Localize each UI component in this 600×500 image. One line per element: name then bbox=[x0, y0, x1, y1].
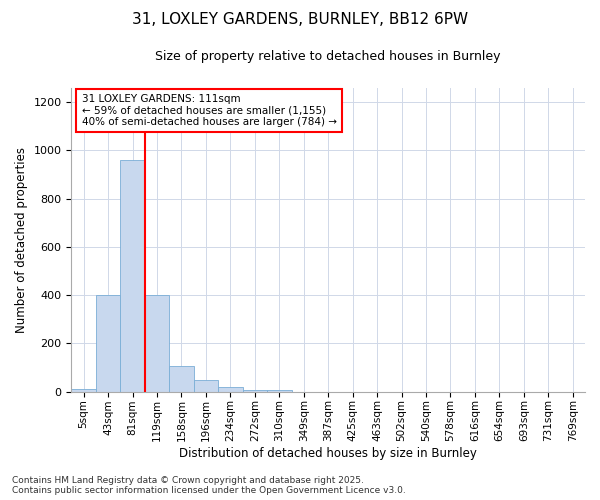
Title: Size of property relative to detached houses in Burnley: Size of property relative to detached ho… bbox=[155, 50, 501, 63]
Bar bbox=[242, 390, 267, 392]
Text: Contains HM Land Registry data © Crown copyright and database right 2025.
Contai: Contains HM Land Registry data © Crown c… bbox=[12, 476, 406, 495]
Bar bbox=[121, 160, 145, 392]
Bar bbox=[96, 295, 121, 392]
Bar bbox=[194, 380, 218, 392]
Bar bbox=[169, 366, 194, 392]
Text: 31 LOXLEY GARDENS: 111sqm
← 59% of detached houses are smaller (1,155)
40% of se: 31 LOXLEY GARDENS: 111sqm ← 59% of detac… bbox=[82, 94, 337, 127]
Y-axis label: Number of detached properties: Number of detached properties bbox=[15, 146, 28, 332]
Text: 31, LOXLEY GARDENS, BURNLEY, BB12 6PW: 31, LOXLEY GARDENS, BURNLEY, BB12 6PW bbox=[132, 12, 468, 28]
Bar bbox=[218, 387, 242, 392]
Bar bbox=[145, 295, 169, 392]
Bar bbox=[267, 390, 292, 392]
X-axis label: Distribution of detached houses by size in Burnley: Distribution of detached houses by size … bbox=[179, 447, 477, 460]
Bar bbox=[71, 390, 96, 392]
